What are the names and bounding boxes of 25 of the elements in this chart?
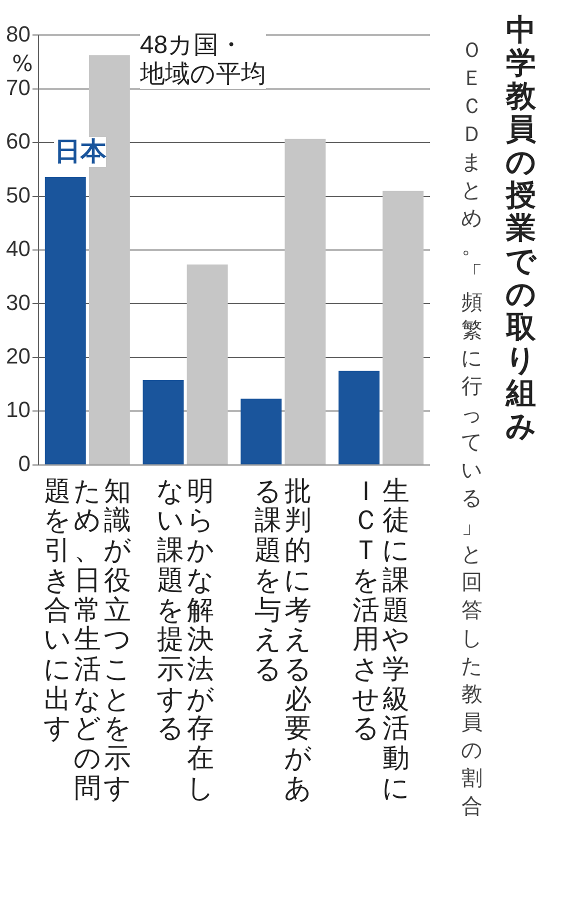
y-tick-label: 80 [6, 21, 30, 46]
y-tick-label: 50 [6, 182, 30, 208]
y-tick-label: 40 [6, 236, 30, 262]
series-label: 48カ国・地域の平均 [140, 31, 266, 89]
bar [240, 398, 282, 464]
text: ＯＥＣＤまとめ。「頻繁に行っている」と回答した教員の割合 [461, 38, 483, 818]
y-tick-label: 30 [6, 290, 30, 315]
bar [284, 138, 326, 464]
category-label: 知識が役立つことを示すため、日常生活などの問題を引き合いに出す [43, 476, 132, 804]
bar [338, 370, 380, 464]
y-tick-label: 0 [18, 450, 30, 476]
y-tick-label: 10 [6, 397, 30, 422]
series-label: 日本 [54, 136, 106, 167]
y-tick-label: 20 [6, 343, 30, 368]
category-label: 明らかな解決法が存在しない課題を提示する [156, 476, 214, 804]
bar [382, 190, 424, 464]
y-tick-label: 70 [6, 74, 30, 100]
bar [142, 380, 184, 464]
category-label: 生徒に課題や学級活動にＩＣＴを活用させる [352, 476, 410, 804]
y-tick-label: 60 [6, 128, 30, 154]
category-label: 批判的に考える必要がある課題を与える [254, 476, 312, 804]
bar [44, 176, 86, 464]
chart-title: 中学教員の授業での取り組み [506, 13, 536, 444]
y-axis-title: % [12, 52, 33, 77]
bar [186, 264, 228, 464]
